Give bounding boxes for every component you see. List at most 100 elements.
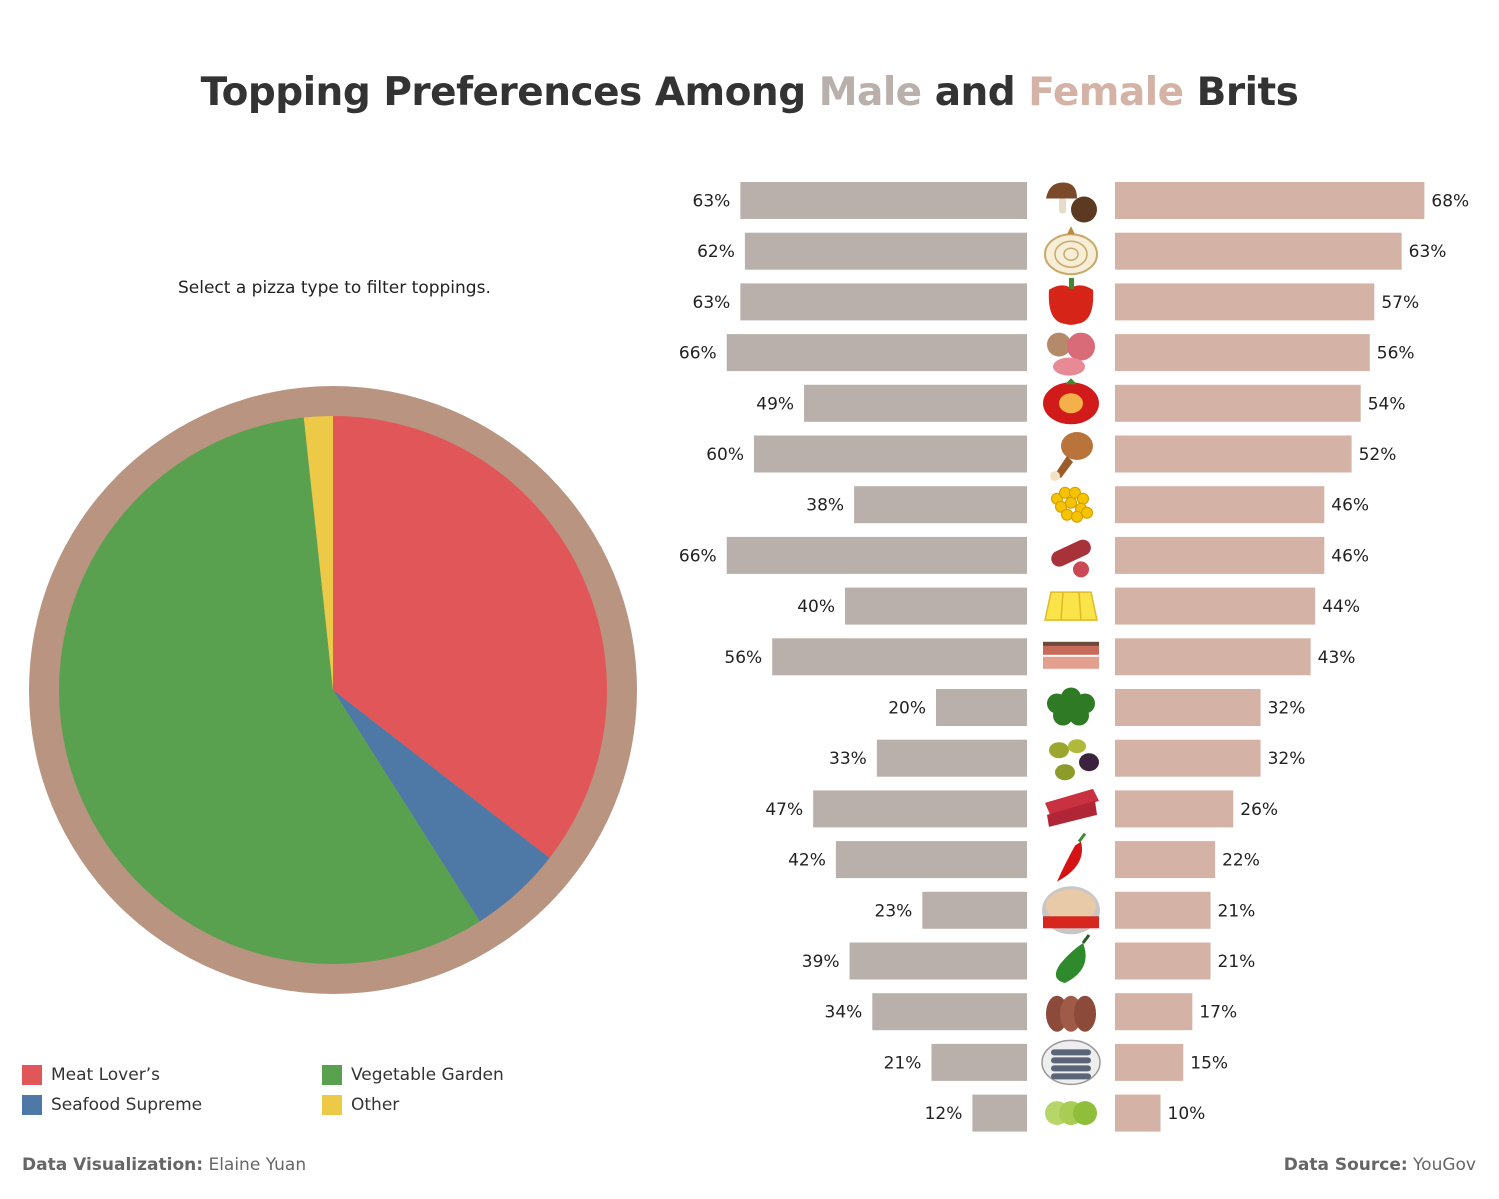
title-male: Male [818, 70, 922, 115]
male-value-label: 21% [884, 1053, 922, 1073]
male-bar[interactable] [740, 182, 1027, 219]
male-bar[interactable] [872, 993, 1027, 1031]
tomato-icon [1043, 378, 1099, 425]
female-value-label: 17% [1199, 1003, 1237, 1023]
bacon-icon [1043, 641, 1099, 669]
male-bar[interactable] [876, 739, 1027, 777]
female-bar[interactable] [1115, 942, 1211, 980]
male-bar[interactable] [804, 384, 1027, 422]
female-bar[interactable] [1115, 587, 1316, 625]
legend-swatch [322, 1095, 342, 1115]
male-value-label: 42% [788, 851, 826, 871]
avocado-icon [1045, 1101, 1097, 1126]
legend-item-other[interactable]: Other [322, 1095, 399, 1115]
female-value-label: 54% [1368, 394, 1406, 414]
title-middle: and [921, 70, 1029, 115]
male-value-label: 33% [829, 749, 867, 769]
male-bar[interactable] [936, 689, 1027, 726]
female-bar[interactable] [1115, 891, 1211, 929]
male-bar[interactable] [754, 435, 1027, 473]
female-value-label: 57% [1381, 293, 1419, 313]
red-pepper-icon [1048, 277, 1094, 325]
female-bar[interactable] [1115, 841, 1216, 879]
female-bar[interactable] [1115, 334, 1370, 372]
male-value-label: 63% [693, 192, 731, 212]
male-value-label: 62% [697, 242, 735, 262]
male-bar[interactable] [772, 638, 1027, 676]
mushroom-icon [1046, 182, 1097, 223]
male-bar[interactable] [835, 841, 1027, 879]
female-bar[interactable] [1115, 283, 1375, 321]
female-bar[interactable] [1115, 384, 1361, 422]
female-value-label: 21% [1218, 952, 1256, 972]
male-bar[interactable] [922, 891, 1027, 929]
male-value-label: 23% [875, 901, 913, 921]
legend-label: Meat Lover’s [51, 1065, 160, 1085]
legend-item-seafood[interactable]: Seafood Supreme [22, 1095, 202, 1115]
anchovies-icon [1041, 1039, 1101, 1086]
male-bar[interactable] [744, 232, 1027, 270]
footer-credit: Data Visualization: Elaine Yuan [22, 1155, 306, 1175]
female-bar[interactable] [1115, 536, 1325, 574]
male-value-label: 12% [925, 1104, 963, 1124]
male-value-label: 60% [706, 445, 744, 465]
male-value-label: 40% [797, 597, 835, 617]
male-bar[interactable] [972, 1094, 1027, 1132]
male-bar[interactable] [854, 486, 1027, 524]
female-bar[interactable] [1115, 232, 1402, 270]
female-bar[interactable] [1115, 182, 1425, 219]
chart-title: Topping Preferences Among Male and Femal… [0, 70, 1499, 115]
pie-slice-seafood[interactable] [333, 690, 550, 922]
pepperoni-icon [1051, 539, 1091, 578]
male-bar[interactable] [845, 587, 1027, 625]
male-value-label: 56% [724, 648, 762, 668]
female-bar[interactable] [1115, 993, 1193, 1031]
male-value-label: 39% [802, 952, 840, 972]
pie-slice-vegetable[interactable] [59, 417, 480, 964]
olives-icon [1049, 739, 1099, 781]
male-bar[interactable] [813, 790, 1027, 828]
female-value-label: 68% [1431, 192, 1469, 212]
title-prefix: Topping Preferences Among [200, 70, 819, 115]
male-bar[interactable] [740, 283, 1027, 321]
female-bar[interactable] [1115, 790, 1234, 828]
tuna-icon [1042, 886, 1100, 935]
male-bar[interactable] [849, 942, 1027, 980]
source-value: YouGov [1407, 1155, 1476, 1175]
title-female: Female [1028, 70, 1184, 115]
female-value-label: 46% [1331, 546, 1369, 566]
female-value-label: 26% [1240, 800, 1278, 820]
female-value-label: 32% [1268, 749, 1306, 769]
legend-label: Vegetable Garden [351, 1065, 504, 1085]
female-bar[interactable] [1115, 689, 1261, 726]
male-value-label: 49% [756, 394, 794, 414]
female-value-label: 63% [1409, 242, 1447, 262]
female-value-label: 52% [1359, 445, 1397, 465]
female-bar[interactable] [1115, 486, 1325, 524]
male-bar[interactable] [931, 1043, 1027, 1081]
legend-item-meat[interactable]: Meat Lover’s [22, 1065, 160, 1085]
legend-swatch [22, 1095, 42, 1115]
male-value-label: 38% [806, 496, 844, 516]
male-value-label: 66% [679, 546, 717, 566]
legend-swatch [22, 1065, 42, 1085]
female-bar[interactable] [1115, 1043, 1184, 1081]
legend-label: Other [351, 1095, 400, 1115]
female-value-label: 21% [1218, 901, 1256, 921]
female-bar[interactable] [1115, 739, 1261, 777]
legend-item-vegetable[interactable]: Vegetable Garden [322, 1065, 504, 1085]
pineapple-icon [1044, 591, 1098, 621]
pie-slice-other[interactable] [303, 416, 333, 690]
female-bar[interactable] [1115, 435, 1352, 473]
female-bar[interactable] [1115, 1094, 1161, 1132]
female-value-label: 32% [1268, 699, 1306, 719]
title-suffix: Brits [1183, 70, 1299, 115]
male-bar[interactable] [726, 334, 1027, 372]
legend-label: Seafood Supreme [51, 1095, 203, 1115]
male-value-label: 20% [888, 699, 926, 719]
legend-swatch [322, 1065, 342, 1085]
pie-slice-meat[interactable] [333, 416, 608, 858]
male-bar[interactable] [726, 536, 1027, 574]
meatballs-icon [1046, 995, 1096, 1032]
female-bar[interactable] [1115, 638, 1311, 676]
